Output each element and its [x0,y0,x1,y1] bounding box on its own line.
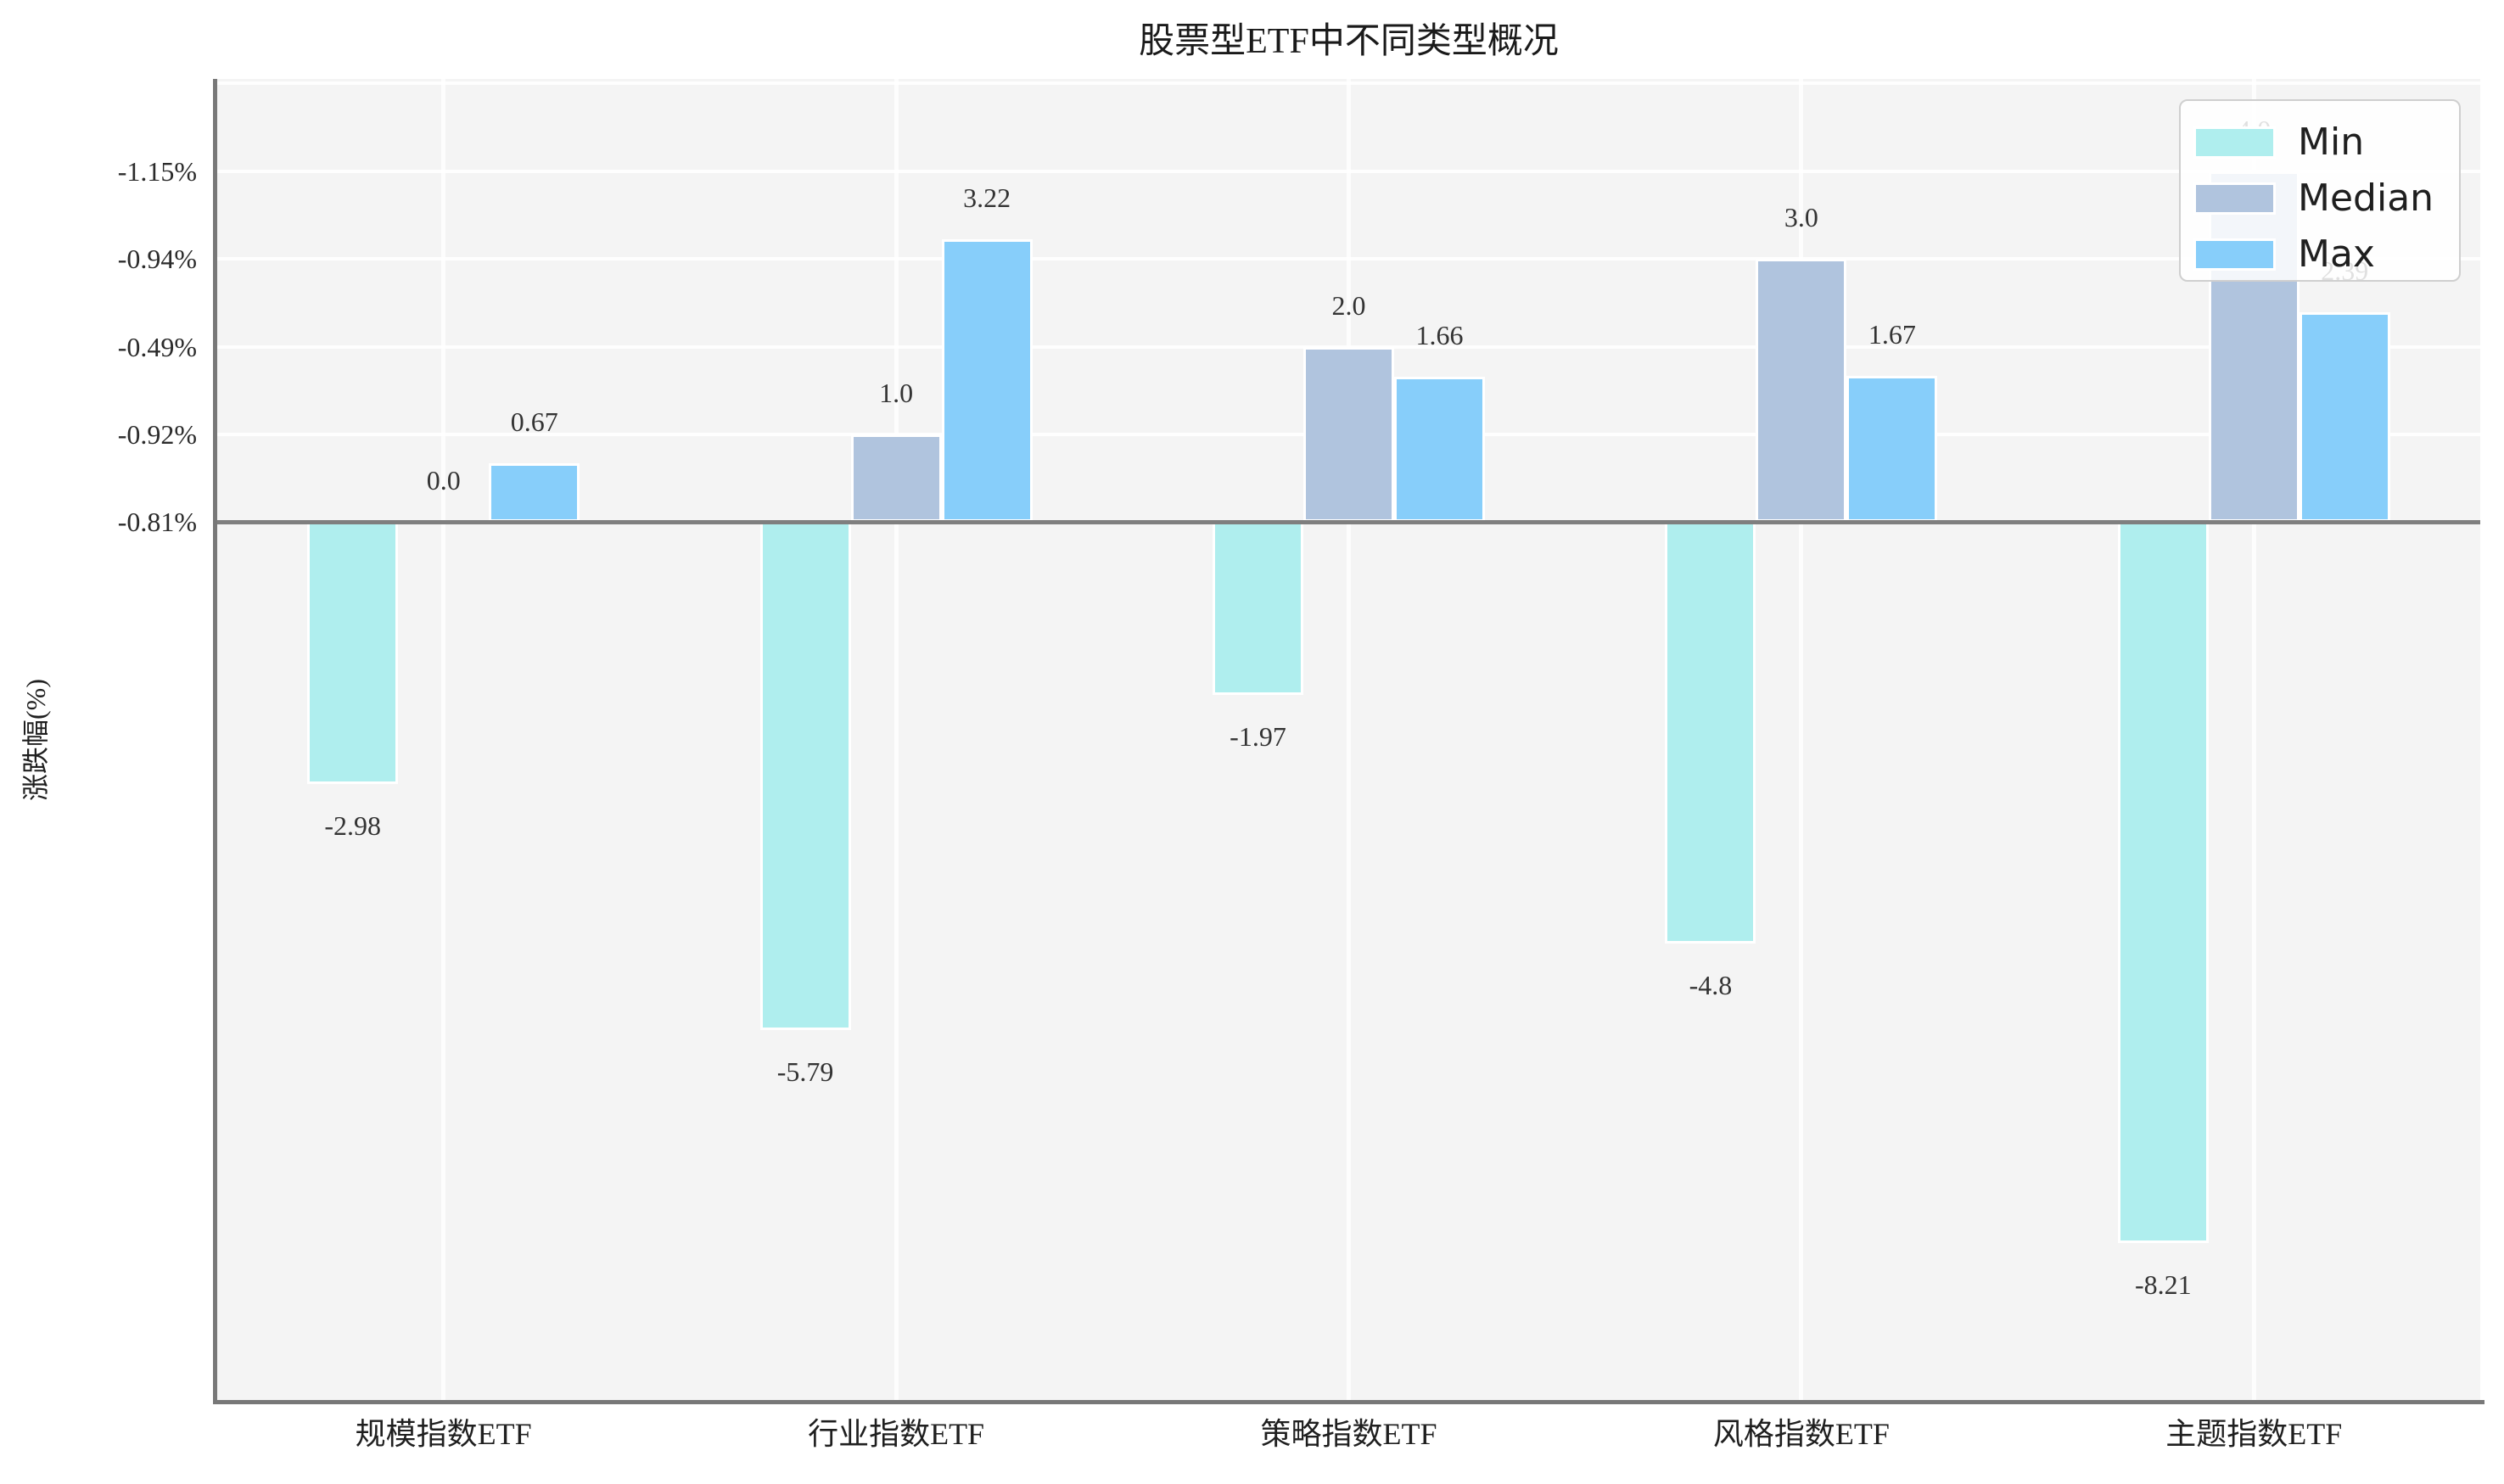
x-tick-label: 策略指数ETF [1260,1417,1437,1451]
x-tick-label: 风格指数ETF [1712,1417,1890,1451]
bar-label-median-1: 1.0 [879,377,914,408]
y-tick-label: -0.81% [117,507,197,538]
legend-label-min: Min [2298,120,2365,164]
gridline-v [1347,79,1351,1400]
bar-label-max-1: 3.22 [963,182,1011,214]
legend-swatch-median [2193,182,2276,215]
x-tick-label: 行业指数ETF [808,1417,985,1451]
bar-label-min-4: -8.21 [2134,1268,2192,1300]
legend-label-median: Median [2298,176,2434,220]
bar-label-max-3: 1.67 [1868,318,1916,350]
gridline-v [441,79,446,1400]
bar-label-max-0: 0.67 [510,406,558,438]
bar-label-median-3: 3.0 [1784,202,1818,233]
bar-label-median-0: 0.0 [426,465,461,496]
bar-median-3 [1756,259,1847,523]
y-axis-title: 涨跌幅(%) [20,679,51,801]
y-tick-label: -0.92% [117,418,197,450]
bar-min-2 [1213,522,1303,696]
bar-label-min-0: -2.98 [324,809,382,841]
bar-max-4 [2299,312,2390,523]
legend-label-max: Max [2298,232,2375,276]
bar-label-min-2: -1.97 [1230,721,1286,753]
legend-row-min: Min [2193,115,2459,171]
bar-label-min-1: -5.79 [776,1056,834,1088]
x-tick-label: 主题指数ETF [2165,1417,2343,1451]
bar-label-min-3: -4.8 [1689,970,1733,1001]
bar-min-1 [759,522,851,1031]
zero-line [217,519,2480,524]
legend-swatch-min [2193,126,2276,159]
legend: Min Median Max [2179,99,2461,282]
y-tick-label: -0.94% [117,244,197,275]
gridline-v [2251,79,2256,1400]
bar-label-max-2: 1.66 [1415,319,1464,350]
bar-max-2 [1394,376,1485,523]
bar-label-median-2: 2.0 [1331,289,1366,321]
y-tick-label: -0.49% [117,331,197,362]
bar-median-2 [1303,346,1394,523]
chart-title: 股票型ETF中不同类型概况 [1139,22,1559,61]
bar-max-3 [1846,375,1938,523]
gridline-v [1799,79,1804,1400]
bar-min-3 [1665,522,1756,944]
bar-median-1 [850,434,942,523]
legend-row-max: Max [2193,227,2459,283]
y-axis-spine [213,79,217,1404]
bar-min-0 [307,522,399,784]
gridline-v [893,79,899,1400]
bar-min-4 [2117,522,2209,1243]
x-axis-spine [213,1400,2484,1404]
x-tick-label: 规模指数ETF [355,1417,532,1451]
legend-row-median: Median [2193,171,2459,227]
legend-swatch-max [2193,238,2276,271]
y-tick-label: -1.15% [117,155,197,187]
